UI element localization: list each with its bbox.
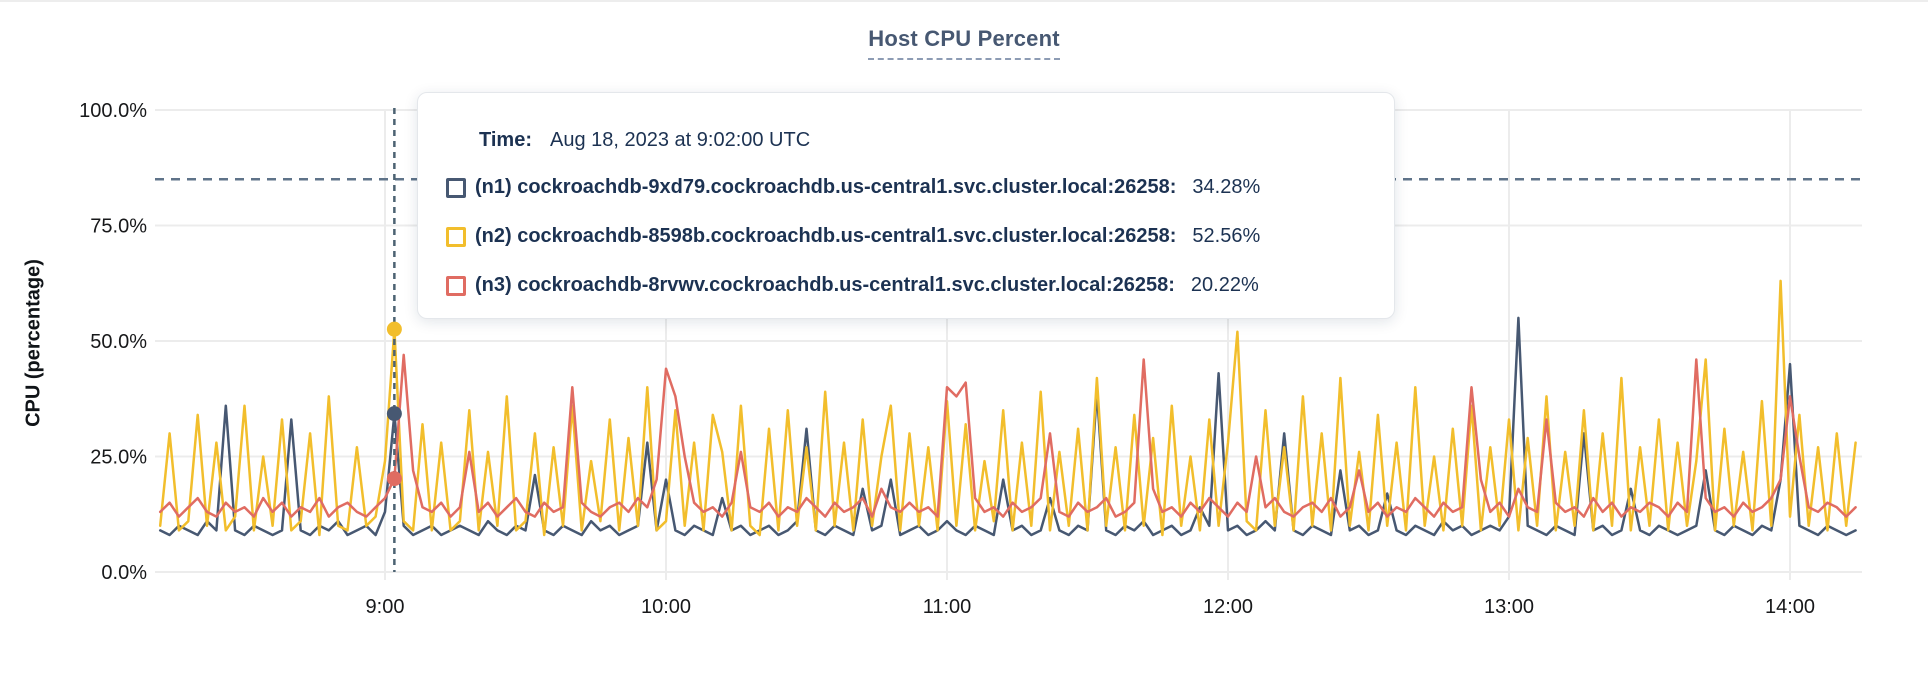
series-line-n1	[158, 316, 1857, 537]
x-tick-label: 12:00	[1203, 596, 1253, 618]
y-tick-label: 25.0%	[90, 447, 147, 469]
chart-title[interactable]: Host CPU Percent	[868, 26, 1060, 60]
y-tick-label: 50.0%	[90, 331, 147, 353]
y-tick-label: 0.0%	[101, 562, 147, 584]
highlight-dot-n3	[386, 471, 402, 487]
series-line-n3	[158, 353, 1857, 518]
chart-tooltip: Time: Aug 18, 2023 at 9:02:00 UTC (n1) co…	[417, 92, 1395, 319]
y-tick-label: 75.0%	[90, 216, 147, 238]
series-swatch-n3-icon	[446, 275, 466, 296]
tooltip-series-value: 34.28%	[1192, 176, 1261, 198]
y-tick-label: 100.0%	[79, 100, 147, 122]
x-tick-label: 10:00	[641, 596, 691, 618]
chart-header: Host CPU Percent	[0, 26, 1928, 60]
highlight-dot-n2	[386, 321, 402, 337]
tooltip-series-value: 20.22%	[1190, 274, 1259, 296]
tooltip-series-label: (n1) cockroachdb-9xd79.cockroachdb.us-ce…	[475, 176, 1177, 198]
tooltip-series-row-n3: (n3) cockroachdb-8rvwv.cockroachdb.us-ce…	[446, 274, 1259, 297]
y-axis-title: CPU (percentage)	[22, 259, 45, 427]
tooltip-time-row: Time: Aug 18, 2023 at 9:02:00 UTC	[479, 129, 810, 152]
x-tick-label: 9:00	[366, 596, 405, 618]
tooltip-series-label: (n2) cockroachdb-8598b.cockroachdb.us-ce…	[475, 225, 1177, 247]
tooltip-time-value: Aug 18, 2023 at 9:02:00 UTC	[549, 129, 811, 151]
series-swatch-n1-icon	[446, 177, 466, 198]
tooltip-series-row-n1: (n1) cockroachdb-9xd79.cockroachdb.us-ce…	[446, 176, 1260, 199]
x-tick-label: 13:00	[1484, 596, 1534, 618]
series-swatch-n2-icon	[446, 226, 466, 247]
x-tick-label: 14:00	[1765, 596, 1815, 618]
tooltip-series-label: (n3) cockroachdb-8rvwv.cockroachdb.us-ce…	[475, 274, 1175, 296]
tooltip-series-row-n2: (n2) cockroachdb-8598b.cockroachdb.us-ce…	[446, 225, 1260, 248]
tooltip-time-label: Time:	[479, 129, 532, 151]
x-tick-label: 11:00	[923, 596, 972, 618]
highlight-dot-n1	[386, 406, 402, 422]
series-line-n2	[158, 279, 1857, 537]
tooltip-series-value: 52.56%	[1192, 225, 1261, 247]
